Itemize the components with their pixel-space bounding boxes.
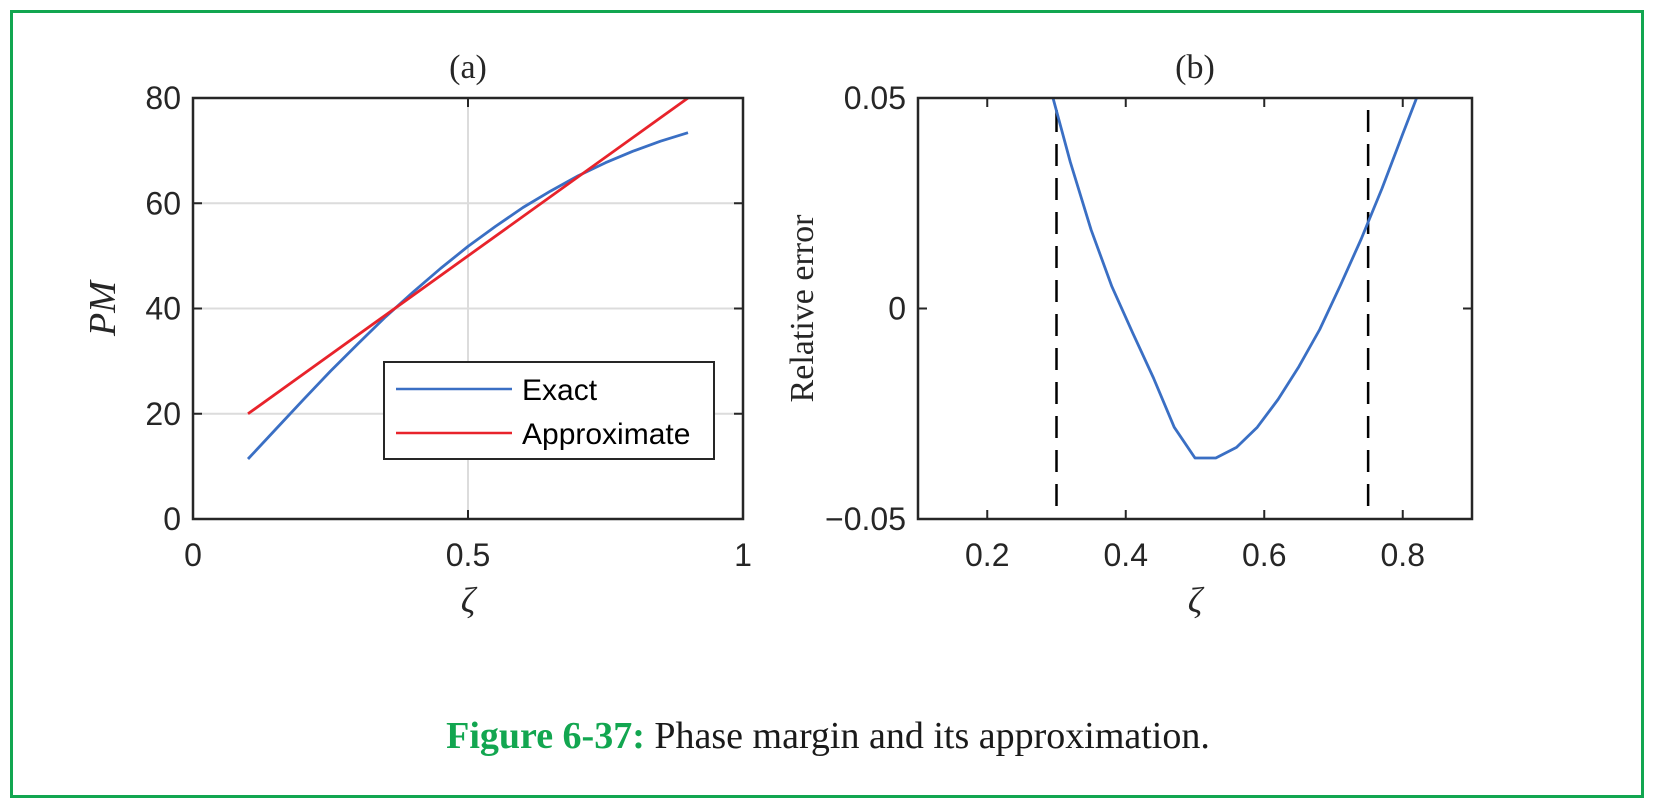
y-tick-label: 40 [145, 291, 181, 327]
x-tick-label: 0.5 [446, 537, 490, 573]
caption-text: Phase margin and its approximation. [654, 715, 1210, 757]
panel-a-ylabel: PM [82, 279, 124, 337]
series-line-0 [1051, 97, 1418, 460]
caption-label: Figure 6-37: [446, 715, 645, 757]
y-tick-label: 80 [145, 80, 181, 116]
x-tick-label: 0.2 [965, 537, 1009, 573]
legend-label-exact: Exact [522, 374, 598, 407]
y-tick-label: 0 [888, 291, 906, 327]
panel-b-title: (b) [1175, 49, 1215, 86]
panel-a-series [246, 96, 689, 460]
y-tick-label: 0.05 [844, 80, 906, 116]
legend: Exact Approximate [383, 361, 715, 460]
series-line-exact [246, 131, 689, 460]
panel-b-series [1051, 97, 1418, 460]
panel-a-ticks: 0 0.5 1 0 20 40 60 80 [145, 80, 751, 573]
series-line-approximate [247, 96, 689, 415]
figure-frame [10, 10, 1644, 798]
panel-a-title: (a) [449, 49, 487, 86]
panel-b: 0.2 0.4 0.6 0.8 −0.05 0 0.05 (b) ζ Relative er… [784, 49, 1474, 620]
panel-a: 0 0.5 1 0 20 40 60 80 (a) ζ PM Exact Approximat… [82, 49, 752, 620]
panel-b-xlabel: ζ [1188, 580, 1205, 620]
x-tick-label: 0 [184, 537, 202, 573]
panel-a-xlabel: ζ [461, 580, 478, 620]
y-tick-label: −0.05 [825, 501, 906, 537]
y-tick-label: 20 [145, 396, 181, 432]
legend-box [383, 361, 715, 460]
panel-b-reference-lines [1055, 110, 1370, 519]
x-tick-label: 0.4 [1104, 537, 1148, 573]
y-tick-label: 0 [163, 501, 181, 537]
y-tick-label: 60 [145, 185, 181, 221]
panel-b-ylabel: Relative error [784, 214, 821, 403]
x-tick-label: 1 [734, 537, 752, 573]
figure-caption: Figure 6-37: Phase margin and its approx… [0, 714, 1656, 758]
panel-b-ticks: 0.2 0.4 0.6 0.8 −0.05 0 0.05 [825, 80, 1472, 573]
x-tick-label: 0.6 [1242, 537, 1286, 573]
legend-label-approximate: Approximate [522, 418, 690, 451]
x-tick-label: 0.8 [1381, 537, 1425, 573]
